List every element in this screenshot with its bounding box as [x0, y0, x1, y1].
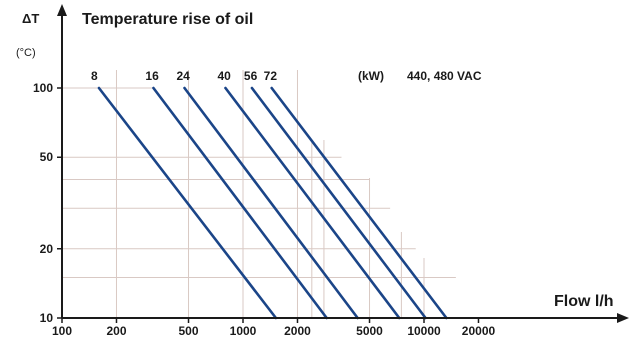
y-tick-label: 10 [40, 311, 54, 325]
series-label: 40 [217, 69, 231, 83]
axes [57, 4, 629, 323]
y-axis-unit: (°C) [16, 47, 36, 59]
x-tick-label: 200 [106, 324, 126, 338]
series-unit-label: (kW) [358, 69, 384, 83]
series-line [250, 86, 427, 320]
y-tick-label: 100 [33, 81, 53, 95]
series-label: 24 [176, 69, 190, 83]
grid [62, 70, 456, 318]
y-axis-arrow-icon [57, 4, 67, 16]
series-label: 8 [91, 69, 98, 83]
series-line [224, 86, 401, 320]
x-tick-label: 1000 [230, 324, 257, 338]
series-line [97, 86, 278, 320]
y-tick-label: 50 [40, 150, 54, 164]
series-label: 56 [244, 69, 258, 83]
series-line [183, 86, 359, 320]
chart-title: Temperature rise of oil [82, 11, 253, 28]
series-line [270, 86, 448, 320]
series-label: 16 [145, 69, 159, 83]
x-tick-label: 20000 [462, 324, 496, 338]
x-tick-label: 5000 [356, 324, 383, 338]
x-axis-arrow-icon [617, 313, 629, 323]
voltage-note: 440, 480 VAC [407, 69, 482, 83]
series-labels: 8 16 24 40 56 72 [91, 69, 277, 83]
y-axis-label: ΔT [22, 11, 39, 26]
x-tick-label: 2000 [284, 324, 311, 338]
series-line [152, 86, 328, 320]
x-tick-label: 10000 [407, 324, 441, 338]
x-tick-label: 100 [52, 324, 72, 338]
x-axis-label: Flow l/h [554, 293, 614, 310]
series-label: 72 [264, 69, 278, 83]
tick-labels: 100 200 500 1000 2000 5000 10000 20000 10 20 50 100 [33, 81, 496, 338]
y-tick-label: 20 [40, 242, 54, 256]
series-lines [97, 86, 448, 320]
x-tick-label: 500 [178, 324, 198, 338]
